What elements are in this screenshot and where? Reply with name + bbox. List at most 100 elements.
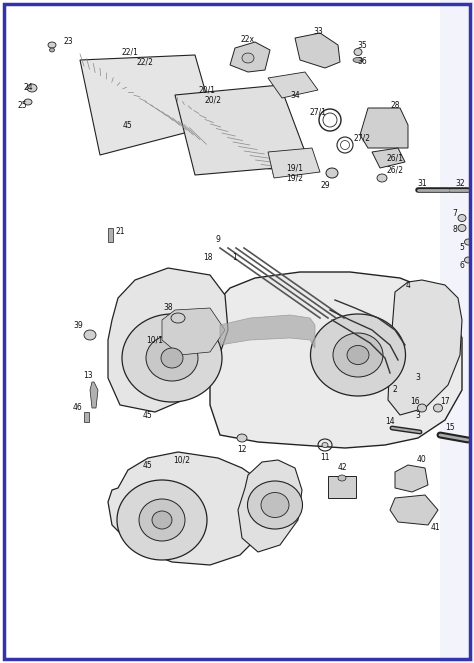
Polygon shape <box>108 452 268 565</box>
Polygon shape <box>108 268 228 412</box>
Polygon shape <box>80 55 215 155</box>
Ellipse shape <box>161 348 183 368</box>
Polygon shape <box>210 272 462 448</box>
Ellipse shape <box>122 314 222 402</box>
Polygon shape <box>360 108 408 148</box>
Ellipse shape <box>117 480 207 560</box>
Polygon shape <box>390 495 438 525</box>
Text: 11: 11 <box>320 453 330 463</box>
Ellipse shape <box>24 99 32 105</box>
Ellipse shape <box>326 168 338 178</box>
Text: 19/2: 19/2 <box>286 174 303 182</box>
Polygon shape <box>230 42 270 72</box>
Ellipse shape <box>139 499 185 541</box>
Ellipse shape <box>310 314 405 396</box>
Ellipse shape <box>84 330 96 340</box>
Ellipse shape <box>377 174 387 182</box>
Text: 26/2: 26/2 <box>386 166 403 174</box>
Text: 28: 28 <box>390 101 400 109</box>
Text: 24: 24 <box>23 84 33 93</box>
Text: 22/2: 22/2 <box>137 58 154 66</box>
Ellipse shape <box>354 48 362 56</box>
Text: 17: 17 <box>440 398 450 406</box>
Text: 45: 45 <box>123 121 133 129</box>
Polygon shape <box>268 72 318 98</box>
Polygon shape <box>175 85 310 175</box>
Text: 3: 3 <box>416 410 420 420</box>
Text: 22/1: 22/1 <box>121 48 138 56</box>
Ellipse shape <box>465 239 472 245</box>
Text: 10/1: 10/1 <box>146 335 164 345</box>
Ellipse shape <box>458 225 466 231</box>
Text: 29: 29 <box>320 182 330 190</box>
Polygon shape <box>268 148 320 178</box>
Text: 46: 46 <box>73 404 83 412</box>
Text: 1: 1 <box>233 253 237 263</box>
Ellipse shape <box>49 48 55 52</box>
Text: 40: 40 <box>417 455 427 465</box>
Text: 2: 2 <box>392 385 397 394</box>
Text: 33: 33 <box>313 27 323 36</box>
Bar <box>84 412 89 422</box>
Text: 3: 3 <box>416 373 420 383</box>
Text: 22x: 22x <box>241 36 255 44</box>
Polygon shape <box>220 315 315 348</box>
Text: 19/1: 19/1 <box>286 164 303 172</box>
Text: 5: 5 <box>460 243 465 253</box>
Text: 25: 25 <box>17 101 27 109</box>
Ellipse shape <box>322 442 328 448</box>
Text: 12: 12 <box>237 446 247 455</box>
Ellipse shape <box>242 53 254 63</box>
Text: 42: 42 <box>337 463 347 473</box>
Ellipse shape <box>353 58 363 62</box>
Ellipse shape <box>237 434 247 442</box>
Ellipse shape <box>465 257 472 263</box>
Ellipse shape <box>418 404 427 412</box>
Text: 20/2: 20/2 <box>204 95 221 105</box>
Text: 15: 15 <box>445 424 455 432</box>
Text: 14: 14 <box>385 418 395 426</box>
Text: 45: 45 <box>143 461 153 469</box>
Text: 27/2: 27/2 <box>354 133 371 143</box>
Polygon shape <box>395 465 428 492</box>
Ellipse shape <box>247 481 302 529</box>
Text: 4: 4 <box>406 280 410 290</box>
Polygon shape <box>238 460 302 552</box>
Text: 20/1: 20/1 <box>199 86 216 95</box>
Bar <box>328 476 356 498</box>
Polygon shape <box>90 382 98 408</box>
Bar <box>108 228 113 242</box>
Text: 35: 35 <box>357 40 367 50</box>
Text: 41: 41 <box>430 524 440 532</box>
Polygon shape <box>388 280 462 415</box>
Text: 6: 6 <box>460 261 465 269</box>
Ellipse shape <box>146 335 198 381</box>
Ellipse shape <box>261 493 289 518</box>
Ellipse shape <box>171 313 185 323</box>
Bar <box>440 0 474 663</box>
Ellipse shape <box>434 404 443 412</box>
Text: 21: 21 <box>115 227 125 237</box>
Text: 13: 13 <box>83 371 93 379</box>
Text: 23: 23 <box>63 38 73 46</box>
Text: 32: 32 <box>455 178 465 188</box>
Text: 7: 7 <box>453 208 457 217</box>
Ellipse shape <box>347 345 369 365</box>
Text: 10/2: 10/2 <box>173 455 191 465</box>
Text: 18: 18 <box>203 253 213 263</box>
Text: 31: 31 <box>417 178 427 188</box>
Polygon shape <box>162 308 225 355</box>
Text: 39: 39 <box>73 320 83 330</box>
Text: 8: 8 <box>453 225 457 235</box>
Text: 16: 16 <box>410 398 420 406</box>
Ellipse shape <box>48 42 56 48</box>
Text: 38: 38 <box>163 304 173 312</box>
Ellipse shape <box>338 475 346 481</box>
Text: 34: 34 <box>290 91 300 99</box>
Text: 9: 9 <box>216 235 220 245</box>
Text: 45: 45 <box>143 410 153 420</box>
Polygon shape <box>372 148 405 168</box>
Ellipse shape <box>152 511 172 529</box>
Ellipse shape <box>333 333 383 377</box>
Text: 26/1: 26/1 <box>386 154 403 162</box>
